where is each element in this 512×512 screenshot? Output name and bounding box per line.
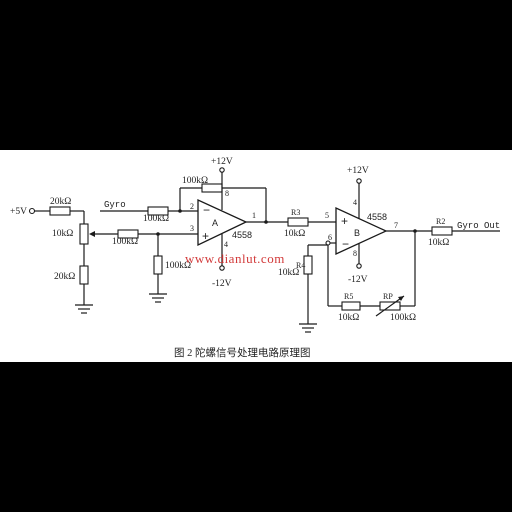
watermark-text: www.dianlut.com [185,251,285,266]
resistor-r5 [341,301,361,311]
opamp-b-pin-out: 7 [394,221,398,230]
opamp-b-part: 4558 [367,212,387,222]
potentiometer-10k [79,223,89,245]
gyro-input-label: Gyro [104,200,126,210]
opamp-a-name: A [212,218,218,228]
potentiometer-rp-arrow [375,295,405,317]
paper-background [0,150,512,362]
opamp-a-pin-vee: 4 [224,240,228,249]
ground-symbol-2 [149,293,167,303]
opamp-a-pin-minus: 2 [190,202,194,211]
resistor-r3-value: 10kΩ [284,229,305,239]
resistor-r4-value: 10kΩ [278,268,299,278]
plus5-terminal [28,207,36,215]
resistor-r2-value: 10kΩ [428,238,449,248]
resistor-100k-shunt [153,255,163,275]
resistor-100k-plus-label: 100kΩ [112,237,138,247]
opamp-b [335,206,388,256]
resistor-100k-gyro-label: 100kΩ [143,214,169,224]
opamp-b-vcc-label: +12V [347,166,369,176]
opamp-a-plus-sign: + [202,229,209,243]
resistor-r4-name: R4 [296,261,305,270]
gyro-output-label: Gyro Out [457,221,500,231]
opamp-b-pin-vee: 8 [353,249,357,258]
opamp-a-minus-sign: − [203,203,210,217]
resistor-rp-name: RP [383,292,393,301]
resistor-r2 [431,226,453,236]
opamp-b-pin-minus: 6 [328,233,332,242]
opamp-a-part: 4558 [232,230,252,240]
opamp-b-minus-sign: − [342,237,349,251]
opamp-b-pin-plus: 5 [325,211,329,220]
opamp-b-vee-label: -12V [348,275,368,285]
resistor-r3 [287,217,309,227]
resistor-r5-value: 10kΩ [338,313,359,323]
resistor-r5-name: R5 [344,292,353,301]
wiper-arrow [89,231,95,237]
opamp-b-plus-sign: + [341,214,348,228]
resistor-20k-bottom-label: 20kΩ [54,272,75,282]
resistor-20k-top [49,206,71,216]
opamp-a-pin-out: 1 [252,211,256,220]
opamp-a-pin-vcc: 8 [225,189,229,198]
resistor-r2-name: R2 [436,217,445,226]
resistor-rp-value: 100kΩ [390,313,416,323]
resistor-20k-top-label: 20kΩ [50,197,71,207]
ground-symbol-3 [299,323,317,333]
potentiometer-10k-label: 10kΩ [52,229,73,239]
ground-symbol-1 [75,304,93,314]
opamp-a [197,198,248,247]
resistor-20k-bottom [79,265,89,285]
resistor-r3-name: R3 [291,208,300,217]
opamp-a-pin-plus: 3 [190,224,194,233]
plus5-label: +5V [10,207,27,217]
figure-caption: 图 2 陀螺信号处理电路原理图 [174,346,311,359]
opamp-b-pin-vcc: 4 [353,198,357,207]
resistor-100k-feedback-label: 100kΩ [182,176,208,186]
opamp-a-vee-label: -12V [212,279,232,289]
opamp-b-name: B [354,228,360,238]
opamp-a-vcc-label: +12V [211,157,233,167]
resistor-100k-shunt-label: 100kΩ [165,261,191,271]
